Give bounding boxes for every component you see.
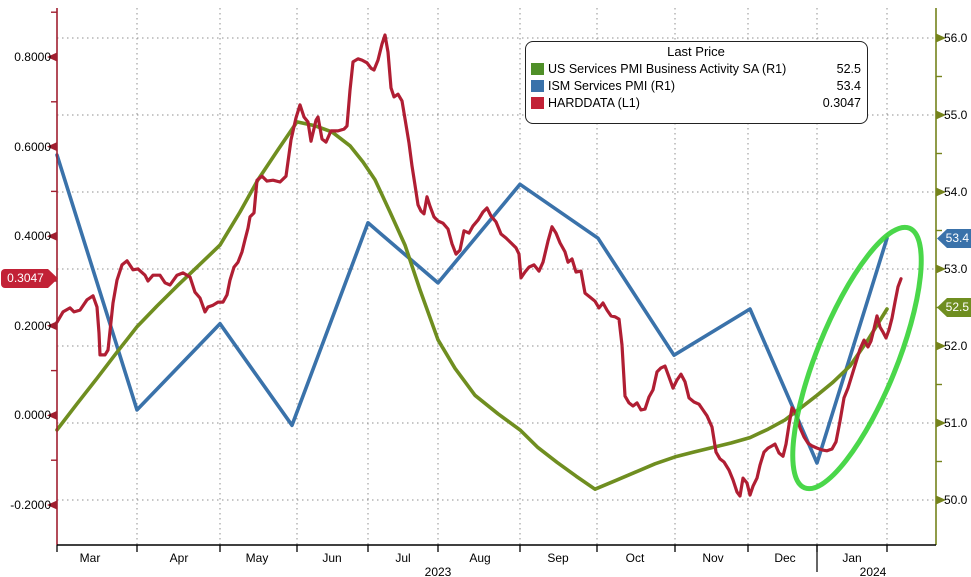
legend-value: 0.3047	[822, 95, 861, 110]
right-tick-arrow	[936, 418, 946, 428]
left-axis-tick-label: 0.0000	[14, 408, 51, 422]
x-axis-year-label: 2024	[859, 565, 887, 577]
right-axis-tick-label: 50.0	[944, 493, 968, 507]
left-axis-price-badge: 0.3047	[1, 269, 58, 288]
x-axis-month-label: Mar	[79, 551, 101, 565]
x-axis-month-label: Nov	[702, 551, 724, 565]
left-axis-tick-label: 0.2000	[14, 319, 51, 333]
legend-row-harddata: HARDDATA (L1) 0.3047	[531, 94, 861, 111]
left-axis-tick-label: 0.6000	[14, 140, 51, 154]
legend-row-us-services-pmi: US Services PMI Business Activity SA (R1…	[531, 60, 861, 77]
right-axis-tick-label: 51.0	[944, 416, 968, 430]
legend-row-ism-services-pmi: ISM Services PMI (R1) 53.4	[531, 77, 861, 94]
legend-swatch-green	[531, 62, 544, 75]
legend-title: Last Price	[667, 44, 725, 59]
right-axis-tick-label: 54.0	[944, 185, 968, 199]
legend-label: US Services PMI Business Activity SA (R1…	[548, 61, 787, 76]
legend-label: ISM Services PMI (R1)	[548, 78, 676, 93]
right-tick-arrow	[936, 341, 946, 351]
left-tick-arrow	[47, 321, 57, 331]
x-axis-month-label: Jun	[322, 551, 342, 565]
left-tick-arrow	[47, 231, 57, 241]
left-axis-tick-label: 0.8000	[14, 50, 51, 64]
x-axis-month-label: Oct	[625, 551, 645, 565]
legend-value: 52.5	[836, 61, 861, 76]
left-tick-arrow	[47, 52, 57, 62]
right-axis-tick-label: 56.0	[944, 31, 968, 45]
series-line-us-services-pmi-business-activity-sa	[55, 120, 889, 491]
legend-value: 53.4	[836, 78, 861, 93]
right-axis-price-badge-ism: 53.4	[937, 229, 971, 248]
legend-swatch-blue	[531, 79, 544, 92]
x-axis-month-label: Apr	[169, 551, 189, 565]
x-axis-month-label: Jan	[842, 551, 862, 565]
right-tick-arrow	[936, 110, 946, 120]
right-axis-tick-label: 53.0	[944, 262, 968, 276]
x-axis-month-label: Jul	[395, 551, 411, 565]
right-axis-tick-label: 52.0	[944, 339, 968, 353]
series-line-ism-services-pmi	[55, 153, 889, 465]
series-line-harddata	[55, 33, 903, 498]
right-axis-tick-label: 55.0	[944, 108, 968, 122]
x-axis-month-label: Sep	[547, 551, 569, 565]
left-axis-tick-label: 0.4000	[14, 229, 51, 243]
x-axis-year-label: 2023	[424, 565, 452, 577]
right-axis-price-badge-pmi: 52.5	[937, 298, 971, 317]
left-tick-arrow	[47, 410, 57, 420]
left-tick-arrow	[47, 500, 57, 510]
legend-swatch-red	[531, 96, 544, 109]
x-axis-month-label: Aug	[469, 551, 491, 565]
right-tick-arrow	[936, 264, 946, 274]
legend-label: HARDDATA (L1)	[548, 95, 640, 110]
right-tick-arrow	[936, 33, 946, 43]
x-axis-month-label: Dec	[774, 551, 796, 565]
left-tick-arrow	[47, 142, 57, 152]
legend-box: Last Price US Services PMI Business Acti…	[525, 41, 868, 124]
right-tick-arrow	[936, 187, 946, 197]
highlight-ellipse	[790, 224, 924, 492]
x-axis-month-label: May	[245, 551, 269, 565]
left-axis-tick-label: -0.2000	[10, 498, 51, 512]
right-tick-arrow	[936, 495, 946, 505]
